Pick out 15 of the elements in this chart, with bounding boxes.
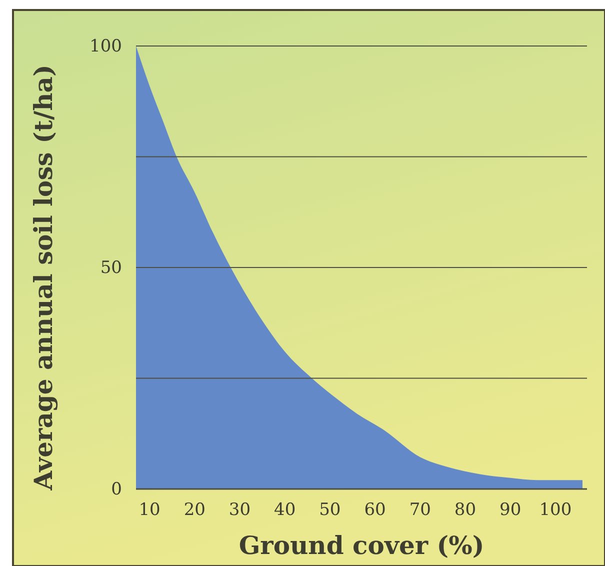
- x-tick-label: 100: [539, 500, 572, 520]
- y-axis-title: Average annual soil loss (t/ha): [29, 64, 58, 492]
- x-tick-label: 60: [364, 500, 386, 520]
- y-tick-label: 50: [100, 258, 122, 278]
- x-tick-label: 10: [138, 500, 160, 520]
- x-tick-label: 20: [184, 500, 206, 520]
- x-tick-label: 70: [409, 500, 431, 520]
- x-tick-label: 30: [228, 500, 251, 520]
- x-tick-label: 80: [454, 500, 476, 520]
- x-tick-label: 50: [319, 500, 341, 520]
- x-tick-label: 90: [500, 500, 522, 520]
- y-tick-label: 100: [90, 36, 122, 56]
- x-tick-label: 40: [274, 500, 296, 520]
- y-tick-label: 0: [111, 479, 122, 500]
- x-axis-title: Ground cover (%): [238, 531, 484, 560]
